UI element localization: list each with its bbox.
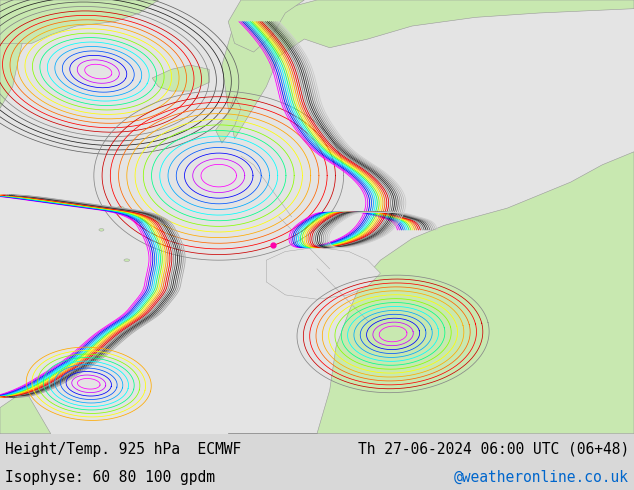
- Polygon shape: [0, 0, 32, 108]
- Polygon shape: [222, 0, 634, 139]
- Ellipse shape: [117, 206, 124, 210]
- Text: Height/Temp. 925 hPa  ECMWF: Height/Temp. 925 hPa ECMWF: [5, 442, 242, 457]
- Polygon shape: [266, 247, 380, 299]
- Ellipse shape: [136, 220, 143, 222]
- Polygon shape: [152, 65, 209, 91]
- Polygon shape: [216, 96, 241, 143]
- Polygon shape: [0, 0, 158, 44]
- Text: Isophyse: 60 80 100 gpdm: Isophyse: 60 80 100 gpdm: [5, 470, 215, 485]
- Polygon shape: [0, 390, 51, 434]
- Text: Th 27-06-2024 06:00 UTC (06+48): Th 27-06-2024 06:00 UTC (06+48): [358, 442, 629, 457]
- Text: @weatheronline.co.uk: @weatheronline.co.uk: [454, 470, 629, 485]
- Ellipse shape: [124, 259, 130, 262]
- Ellipse shape: [99, 228, 104, 231]
- Polygon shape: [228, 0, 304, 52]
- Polygon shape: [228, 152, 634, 434]
